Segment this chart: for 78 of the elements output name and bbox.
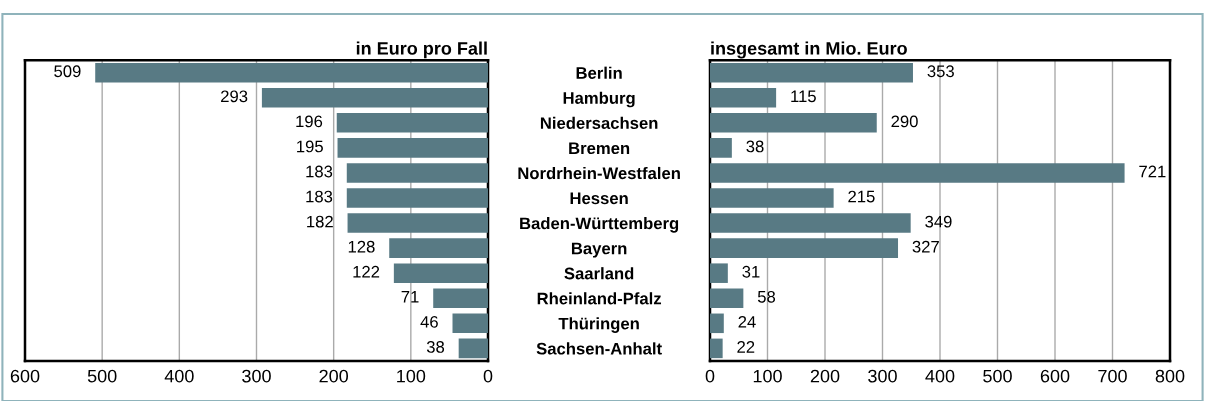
x-tick-label: 600 — [10, 369, 40, 383]
data-label: 293 — [221, 90, 248, 103]
data-label: 128 — [348, 240, 375, 253]
bar — [710, 263, 728, 283]
y-tick-label: Hamburg — [563, 91, 635, 108]
data-label: 353 — [927, 65, 954, 78]
y-tick-label: Niedersachsen — [540, 116, 658, 130]
bar — [433, 288, 488, 309]
bar — [710, 338, 723, 359]
bar — [458, 338, 488, 359]
x-tick-label: 200 — [319, 369, 349, 383]
data-label: 122 — [353, 265, 380, 278]
data-label: 195 — [297, 140, 323, 153]
data-label: 183 — [306, 165, 333, 178]
data-label: 71 — [401, 291, 419, 303]
x-tick-label: 0 — [705, 369, 715, 383]
x-tick-label: 300 — [242, 369, 271, 383]
y-tick-label: Berlin — [576, 66, 622, 79]
bar — [710, 163, 1125, 183]
bar — [389, 238, 488, 258]
bar — [95, 62, 488, 83]
y-tick-label: Bremen — [569, 142, 630, 155]
bar — [337, 138, 488, 158]
chart-title: in Euro pro Fall — [356, 41, 487, 59]
y-tick-label: Baden-Württemberg — [520, 217, 679, 233]
bar — [710, 313, 724, 334]
bar — [710, 288, 744, 309]
x-tick-label: 400 — [925, 369, 955, 383]
data-label: 509 — [54, 65, 81, 78]
data-label: 215 — [848, 190, 875, 203]
x-tick-label: 500 — [983, 369, 1012, 383]
bar — [710, 138, 732, 158]
x-tick-label: 100 — [753, 369, 782, 383]
x-tick-label: 300 — [868, 369, 897, 383]
data-label: 327 — [912, 240, 939, 253]
data-label: 115 — [791, 90, 816, 103]
data-label: 58 — [757, 290, 776, 303]
x-tick-label: 700 — [1098, 369, 1127, 383]
data-label: 349 — [925, 215, 952, 228]
bar — [710, 213, 911, 233]
data-label: 38 — [426, 341, 445, 353]
data-label: 22 — [737, 341, 755, 353]
x-tick-label: 0 — [483, 369, 493, 383]
y-tick-label: Nordrhein-Westfalen — [518, 166, 680, 180]
bar — [710, 238, 899, 258]
y-tick-label: Sachsen-Anhalt — [536, 342, 662, 355]
x-tick-label: 400 — [164, 369, 194, 383]
y-tick-label: Rheinland-Pfalz — [537, 292, 662, 305]
data-label: 24 — [738, 315, 756, 328]
data-label: 38 — [746, 140, 764, 153]
chart-title: insgesamt in Mio. Euro — [711, 41, 907, 59]
data-label: 290 — [891, 115, 918, 128]
bar — [393, 263, 488, 283]
x-tick-label: 200 — [810, 369, 840, 383]
y-tick-label: Saarland — [564, 267, 634, 280]
bar — [710, 113, 877, 133]
x-tick-label: 500 — [87, 369, 117, 383]
bar — [261, 87, 488, 108]
bar — [452, 313, 488, 334]
bar — [347, 213, 488, 233]
y-tick-label: Thüringen — [558, 317, 639, 333]
data-label: 46 — [420, 315, 438, 328]
x-tick-label: 600 — [1040, 369, 1070, 383]
data-label: 196 — [296, 115, 323, 128]
data-label: 31 — [742, 265, 760, 278]
bar — [346, 163, 488, 183]
bar — [336, 113, 488, 133]
x-tick-label: 100 — [397, 369, 426, 383]
y-tick-label: Bayern — [571, 242, 627, 258]
x-tick-label: 800 — [1155, 369, 1185, 383]
bar — [710, 188, 834, 208]
data-label: 182 — [307, 215, 333, 228]
bar — [710, 87, 777, 108]
bar — [346, 188, 488, 208]
y-tick-label: Hessen — [570, 192, 628, 205]
data-label: 721 — [1139, 165, 1166, 178]
bar — [710, 62, 913, 83]
data-label: 183 — [306, 190, 333, 203]
